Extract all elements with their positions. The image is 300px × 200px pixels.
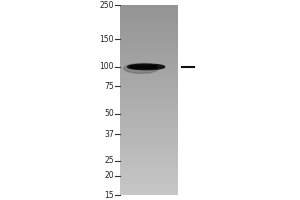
Text: 75: 75 xyxy=(104,82,114,91)
Ellipse shape xyxy=(124,63,158,73)
Ellipse shape xyxy=(128,64,165,70)
Text: 25: 25 xyxy=(104,156,114,165)
Text: 50: 50 xyxy=(104,109,114,118)
Text: 15: 15 xyxy=(104,190,114,200)
Text: 250: 250 xyxy=(100,0,114,9)
Text: 100: 100 xyxy=(100,62,114,71)
Text: 20: 20 xyxy=(104,171,114,180)
Text: 37: 37 xyxy=(104,130,114,139)
Ellipse shape xyxy=(130,65,157,69)
Text: 150: 150 xyxy=(100,35,114,44)
